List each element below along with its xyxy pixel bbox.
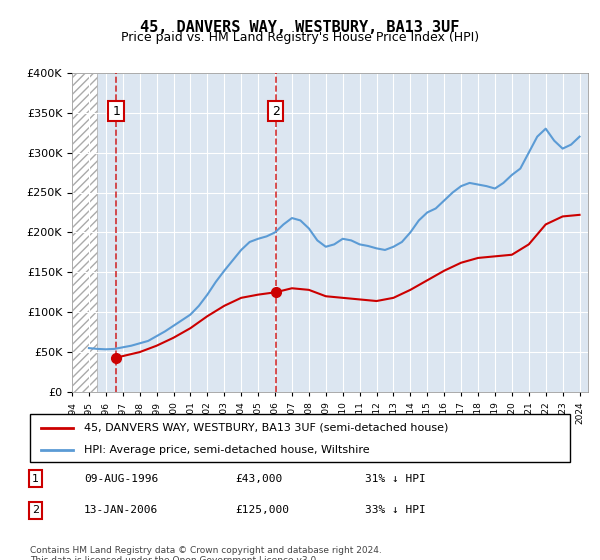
FancyBboxPatch shape xyxy=(30,414,570,462)
Text: 1: 1 xyxy=(32,474,39,484)
Text: 09-AUG-1996: 09-AUG-1996 xyxy=(84,474,158,484)
Text: 45, DANVERS WAY, WESTBURY, BA13 3UF (semi-detached house): 45, DANVERS WAY, WESTBURY, BA13 3UF (sem… xyxy=(84,423,448,433)
Text: 1: 1 xyxy=(112,105,120,118)
Text: 13-JAN-2006: 13-JAN-2006 xyxy=(84,505,158,515)
Text: 45, DANVERS WAY, WESTBURY, BA13 3UF: 45, DANVERS WAY, WESTBURY, BA13 3UF xyxy=(140,20,460,35)
Text: 31% ↓ HPI: 31% ↓ HPI xyxy=(365,474,425,484)
Text: 2: 2 xyxy=(32,505,39,515)
Text: 33% ↓ HPI: 33% ↓ HPI xyxy=(365,505,425,515)
Text: £125,000: £125,000 xyxy=(235,505,289,515)
Text: Price paid vs. HM Land Registry's House Price Index (HPI): Price paid vs. HM Land Registry's House … xyxy=(121,31,479,44)
Text: 2: 2 xyxy=(272,105,280,118)
Text: £43,000: £43,000 xyxy=(235,474,283,484)
Text: HPI: Average price, semi-detached house, Wiltshire: HPI: Average price, semi-detached house,… xyxy=(84,445,370,455)
Bar xyxy=(72,73,97,392)
Text: Contains HM Land Registry data © Crown copyright and database right 2024.
This d: Contains HM Land Registry data © Crown c… xyxy=(30,546,382,560)
